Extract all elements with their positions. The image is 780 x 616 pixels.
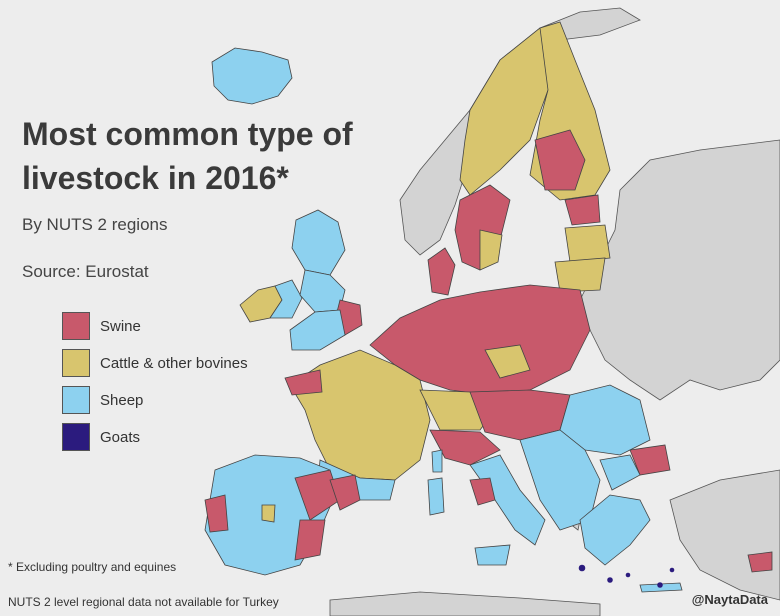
region-russia-belarus-ukraine	[579, 139, 780, 401]
region-sweden-mid	[479, 229, 503, 271]
region-nordics	[427, 21, 611, 296]
region-turkey	[669, 469, 780, 601]
legend-label: Sheep	[100, 391, 144, 409]
legend-label: Swine	[100, 317, 141, 335]
region-ireland-east	[269, 279, 303, 319]
goat-island	[669, 567, 675, 573]
legend-item-swine: Swine	[62, 312, 248, 340]
region-italy-north	[429, 429, 501, 466]
region-estonia	[564, 194, 601, 226]
region-sicily	[474, 544, 511, 566]
region-lithuania	[554, 257, 606, 293]
source-label: Source: Eurostat	[22, 262, 149, 281]
region-greece	[579, 494, 651, 566]
region-continent	[204, 284, 773, 593]
region-italy-center	[469, 477, 496, 506]
legend-swatch	[62, 349, 90, 377]
legend-swatch	[62, 386, 90, 414]
region-corsica	[431, 449, 443, 473]
region-denmark	[427, 247, 456, 296]
goat-regions	[578, 564, 675, 588]
map-subtitle: By NUTS 2 regions	[22, 215, 168, 234]
author-credit: @NaytaData	[691, 592, 768, 607]
legend-label: Cattle & other bovines	[100, 354, 248, 372]
region-portugal-center	[204, 494, 229, 533]
legend-swatch	[62, 312, 90, 340]
legend: Swine Cattle & other bovines Sheep Goats	[62, 312, 248, 460]
region-latvia	[564, 224, 611, 263]
goat-island	[625, 572, 631, 578]
legend-item-cattle: Cattle & other bovines	[62, 349, 248, 377]
region-bulgaria	[599, 454, 641, 491]
region-sweden-north	[459, 27, 561, 196]
legend-item-sheep: Sheep	[62, 386, 248, 414]
region-czech-center	[484, 344, 531, 379]
region-catalonia	[329, 474, 361, 511]
legend-swatch	[62, 423, 90, 451]
region-spain-central	[294, 519, 326, 561]
region-cyprus	[747, 551, 773, 573]
footnote: * Excluding poultry and equines	[8, 560, 177, 574]
legend-item-goats: Goats	[62, 423, 248, 451]
goat-island	[578, 564, 586, 572]
region-wales-southwest	[289, 309, 346, 351]
region-brittany	[284, 369, 323, 396]
turkey-note: NUTS 2 level regional data not available…	[8, 595, 279, 609]
region-bulgaria-east	[629, 444, 671, 476]
goat-island	[607, 577, 613, 583]
region-scotland	[291, 209, 346, 276]
goat-island	[657, 582, 663, 588]
region-balkans	[519, 429, 601, 531]
legend-label: Goats	[100, 428, 141, 446]
region-france	[289, 349, 431, 481]
region-iceland	[211, 47, 293, 105]
region-spain-mid	[261, 504, 276, 523]
region-british-isles	[239, 209, 363, 351]
region-italy-south	[469, 454, 546, 546]
region-benelux-germany-poland	[369, 284, 591, 396]
region-finland-south	[534, 129, 586, 191]
region-sardinia	[427, 477, 445, 516]
map-title: Most common type of livestock in 2016*	[22, 116, 353, 196]
region-north-africa	[329, 591, 601, 616]
